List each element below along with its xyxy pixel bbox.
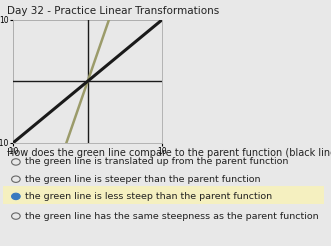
- Text: the green line is translated up from the parent function: the green line is translated up from the…: [25, 157, 288, 167]
- Text: the green line is steeper than the parent function: the green line is steeper than the paren…: [25, 175, 260, 184]
- Text: How does the green line compare to the parent function (black line)?: How does the green line compare to the p…: [7, 148, 331, 158]
- Text: Day 32 - Practice Linear Transformations: Day 32 - Practice Linear Transformations: [7, 6, 219, 16]
- Text: the green line is less steep than the parent function: the green line is less steep than the pa…: [25, 192, 272, 201]
- Text: the green line has the same steepness as the parent function: the green line has the same steepness as…: [25, 212, 318, 221]
